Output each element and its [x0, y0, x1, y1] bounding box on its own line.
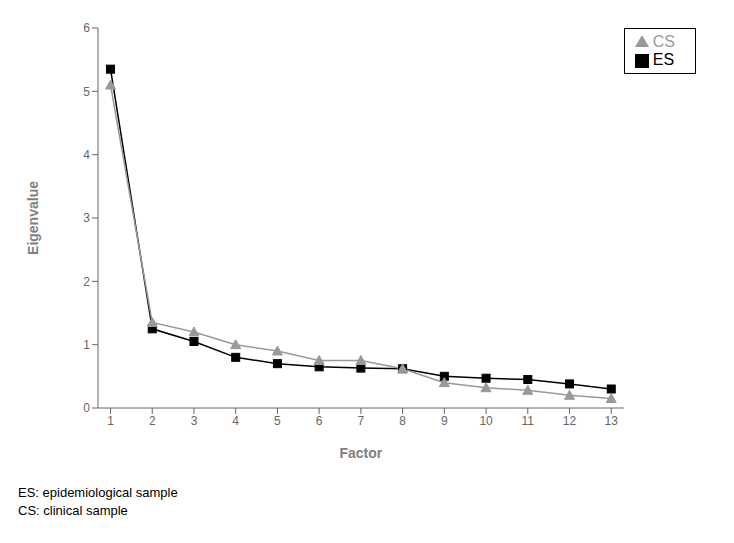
svg-text:10: 10	[479, 414, 493, 428]
svg-text:8: 8	[399, 414, 406, 428]
svg-text:9: 9	[441, 414, 448, 428]
html-text:ES: epidemiological sample: ES: epidemiological sample	[18, 485, 178, 500]
svg-text:3: 3	[191, 414, 198, 428]
svg-text:6: 6	[83, 21, 90, 35]
svg-text:2: 2	[149, 414, 156, 428]
svg-text:13: 13	[605, 414, 619, 428]
svg-text:0: 0	[83, 401, 90, 415]
svg-text:6: 6	[316, 414, 323, 428]
html-text:CS: CS	[652, 33, 675, 50]
svg-text:Factor: Factor	[339, 445, 382, 461]
svg-text:2: 2	[83, 275, 90, 289]
svg-text:4: 4	[232, 414, 239, 428]
svg-text:1: 1	[107, 414, 114, 428]
html-text:ES: ES	[652, 51, 675, 68]
svg-text:12: 12	[563, 414, 577, 428]
svg-text:7: 7	[358, 414, 365, 428]
svg-text:Eigenvalue: Eigenvalue	[25, 181, 41, 255]
svg-text:5: 5	[83, 85, 90, 99]
svg-text:3: 3	[83, 211, 90, 225]
svg-text:4: 4	[83, 148, 90, 162]
svg-text:1: 1	[83, 338, 90, 352]
html-text:CS: clinical sample: CS: clinical sample	[18, 503, 128, 518]
svg-text:11: 11	[522, 414, 535, 428]
svg-text:5: 5	[274, 414, 281, 428]
